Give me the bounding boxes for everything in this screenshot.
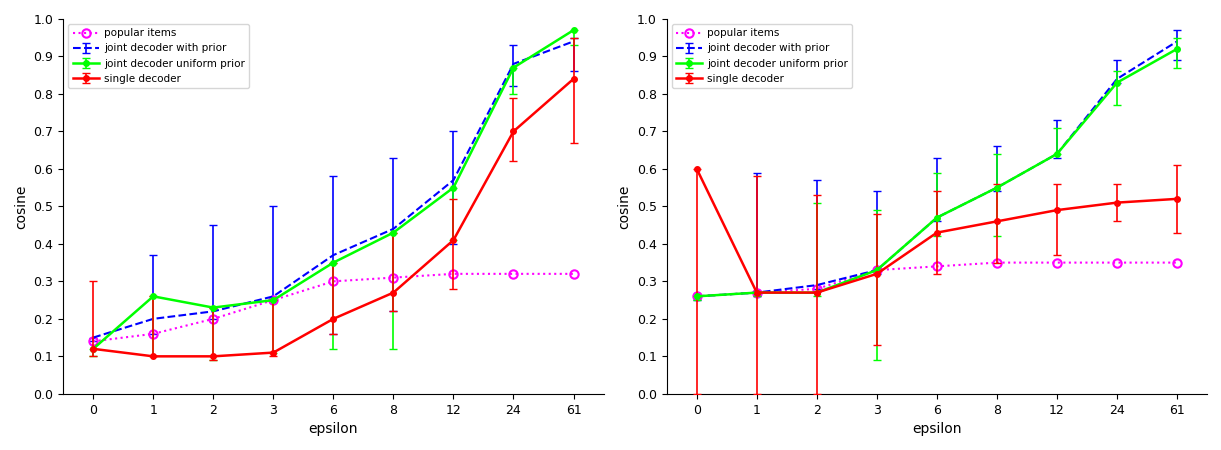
popular items [929, 264, 944, 269]
popular items [507, 271, 521, 277]
popular items [990, 260, 1005, 265]
Legend: popular items, joint decoder with prior, joint decoder uniform prior, single dec: popular items, joint decoder with prior,… [672, 24, 852, 88]
Y-axis label: cosine: cosine [618, 184, 631, 229]
popular items [85, 339, 100, 344]
Line: popular items: popular items [692, 258, 1181, 301]
popular items [690, 294, 705, 299]
popular items [386, 275, 400, 280]
popular items [567, 271, 581, 277]
popular items [446, 271, 460, 277]
popular items [1050, 260, 1065, 265]
Y-axis label: cosine: cosine [13, 184, 28, 229]
popular items [1170, 260, 1184, 265]
Line: popular items: popular items [89, 270, 578, 346]
popular items [750, 290, 764, 295]
popular items [266, 297, 281, 303]
popular items [869, 267, 884, 273]
Legend: popular items, joint decoder with prior, joint decoder uniform prior, single dec: popular items, joint decoder with prior,… [68, 24, 249, 88]
popular items [206, 316, 221, 322]
popular items [326, 279, 341, 284]
popular items [145, 331, 160, 337]
popular items [810, 286, 824, 292]
popular items [1110, 260, 1125, 265]
X-axis label: epsilon: epsilon [912, 422, 962, 436]
X-axis label: epsilon: epsilon [309, 422, 358, 436]
